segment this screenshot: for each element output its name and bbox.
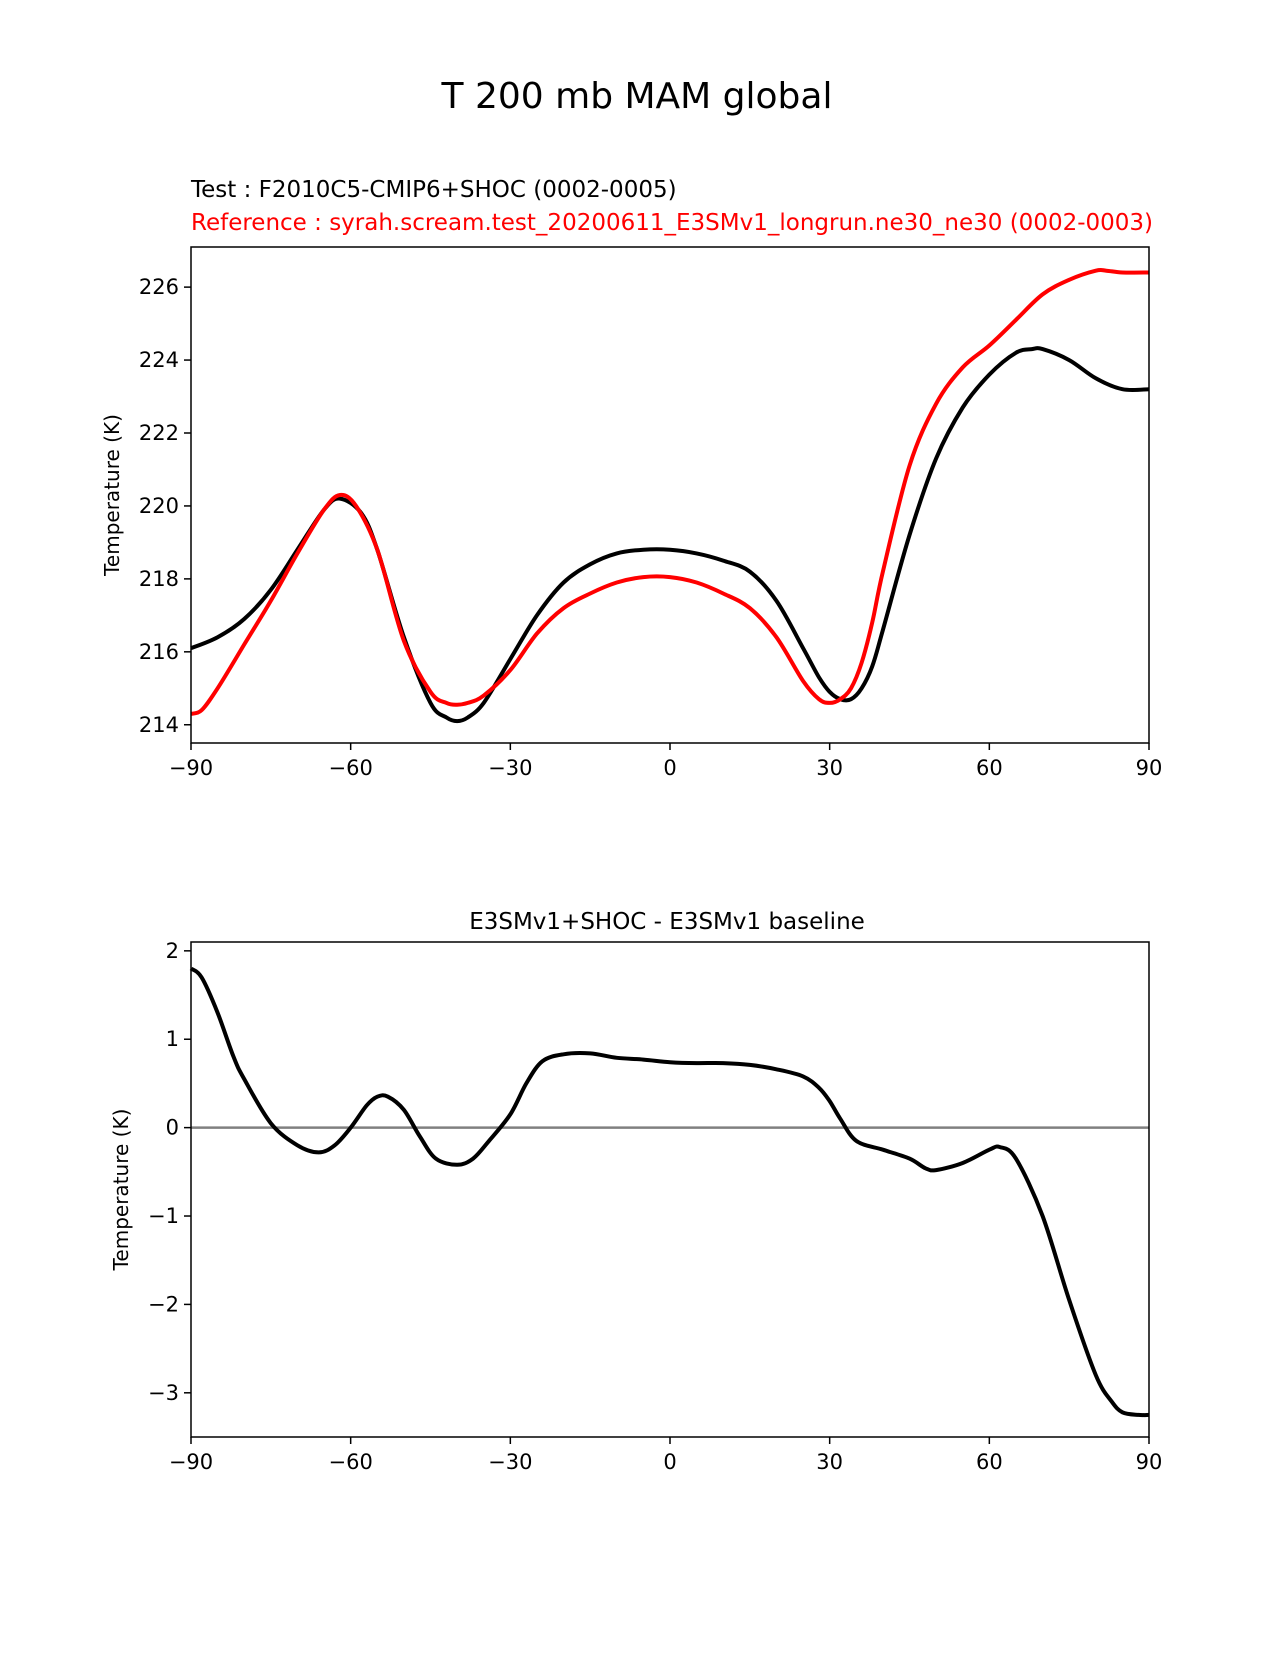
x-tick-label: 90 [1136, 756, 1163, 780]
x-tick-label: 90 [1136, 1450, 1163, 1474]
x-tick-label: −30 [488, 1450, 532, 1474]
x-tick-label: 60 [976, 756, 1003, 780]
x-tick-label: −60 [329, 1450, 373, 1474]
y-tick-label: −1 [148, 1204, 179, 1228]
top-axes: Test : F2010C5-CMIP6+SHOC (0002-0005) Re… [100, 177, 1162, 780]
reference-label: Reference : syrah.scream.test_20200611_E… [191, 210, 1153, 236]
y-tick-label: 222 [139, 421, 179, 445]
y-axis-label: Temperature (K) [100, 414, 124, 577]
x-tick-label: −30 [488, 756, 532, 780]
y-tick-label: 1 [166, 1027, 179, 1051]
y-tick-label: −2 [148, 1292, 179, 1316]
test-label: Test : F2010C5-CMIP6+SHOC (0002-0005) [190, 177, 677, 203]
x-tick-label: 0 [663, 756, 676, 780]
axes-frame [190, 941, 1150, 1438]
figure-suptitle: T 200 mb MAM global [441, 76, 833, 117]
series-line-reference [190, 267, 1150, 716]
bottom-axes: E3SMv1+SHOC - E3SMv1 baseline −90 −60 −30 0… [109, 909, 1162, 1474]
series-line-difference [189, 966, 1150, 1418]
x-tick-label: −90 [169, 1450, 213, 1474]
difference-plot-title: E3SMv1+SHOC - E3SMv1 baseline [469, 909, 865, 935]
x-tick-label: 60 [976, 1450, 1003, 1474]
y-tick-label: 224 [139, 348, 179, 372]
y-tick-label: 0 [166, 1116, 179, 1140]
x-tick-label: −90 [169, 756, 213, 780]
y-tick-label: 218 [139, 567, 179, 591]
x-tick-label: 0 [663, 1450, 676, 1474]
series-line-test [190, 346, 1150, 724]
y-tick-label: 226 [139, 275, 179, 299]
y-tick-label: 214 [139, 713, 179, 737]
x-tick-label: 30 [816, 756, 843, 780]
y-tick-label: −3 [148, 1381, 179, 1405]
x-tick-label: −60 [329, 756, 373, 780]
x-tick-label: 30 [816, 1450, 843, 1474]
y-tick-label: 216 [139, 640, 179, 664]
y-axis-label: Temperature (K) [109, 1109, 133, 1272]
y-tick-label: 220 [139, 494, 179, 518]
y-tick-label: 2 [166, 939, 179, 963]
